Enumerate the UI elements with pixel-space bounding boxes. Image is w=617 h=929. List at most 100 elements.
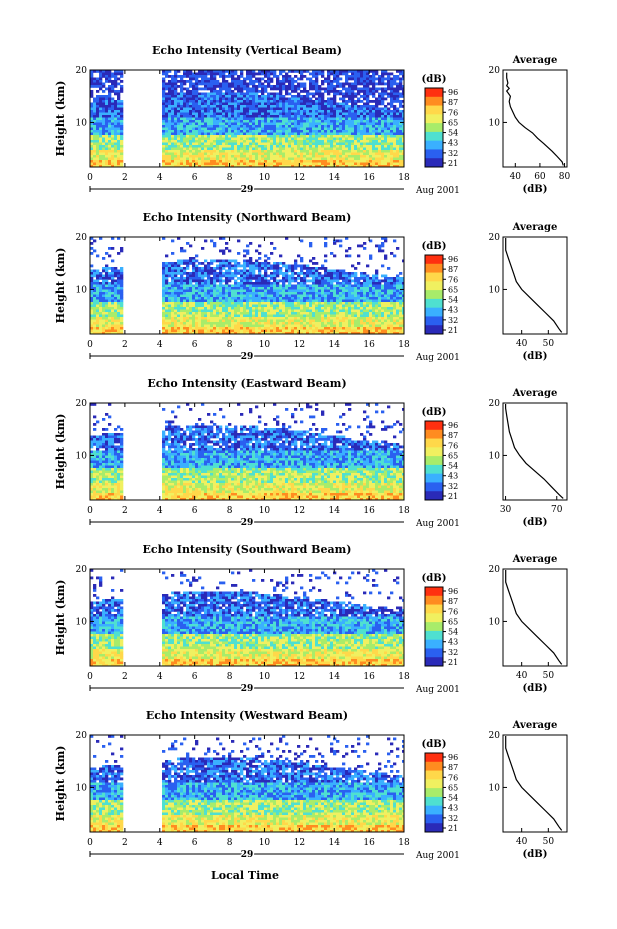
colorbar-tick-label: 54 [448, 129, 458, 138]
echo-heatmap [90, 237, 404, 334]
x-tick-label: 0 [87, 173, 93, 183]
profile-y-tick-label: 20 [489, 233, 501, 243]
colorbar-swatch [425, 114, 443, 124]
profile-x-label: (dB) [523, 517, 548, 528]
plot-frame [89, 568, 405, 667]
plot-frame [89, 734, 405, 833]
x-tick-label: 6 [192, 340, 198, 350]
y-axis-label: Height (km) [54, 414, 67, 490]
panel-title: Echo Intensity (Vertical Beam) [152, 44, 342, 57]
colorbar-swatch [425, 761, 443, 772]
echo-heatmap [90, 735, 404, 832]
colorbar-swatch [425, 779, 443, 789]
colorbar-swatch [425, 298, 443, 309]
colorbar-tick-label: 76 [448, 108, 458, 117]
profile-title: Average [512, 720, 558, 731]
profile-frame [502, 568, 568, 667]
colorbar-tick-label: 21 [448, 824, 458, 833]
beam-panel-3: Echo Intensity (Southward Beam) 0 2 4 6 8 10 12… [54, 543, 568, 696]
profile-frame [502, 734, 568, 833]
x-tick-label: 10 [259, 340, 271, 350]
x-tick-label: 8 [227, 173, 233, 183]
profile-x-tick-label: 40 [516, 837, 528, 847]
beam-panel-4: Echo Intensity (Westward Beam) 0 2 4 6 8 10 12 1… [54, 709, 568, 862]
colorbar-tick-label: 96 [448, 421, 458, 430]
profile-y-tick-label: 20 [489, 565, 501, 575]
colorbar-tick-label: 87 [448, 265, 458, 274]
x-tick-label: 6 [192, 838, 198, 848]
y-tick-label: 20 [76, 565, 88, 575]
colorbar-swatch [425, 316, 443, 326]
colorbar-swatch [425, 657, 443, 667]
x-tick-label: 0 [87, 506, 93, 516]
x-tick-label: 8 [227, 506, 233, 516]
x-tick-label: 12 [294, 173, 305, 183]
profile-y-tick-label: 10 [489, 783, 501, 793]
colorbar-swatch [425, 491, 443, 501]
colorbar-swatch [425, 595, 443, 606]
x-tick-label: 2 [122, 838, 128, 848]
colorbar-swatch [425, 805, 443, 815]
colorbar-tick-label: 96 [448, 587, 458, 596]
echo-heatmap [90, 403, 404, 500]
colorbar-tick-label: 43 [448, 638, 458, 647]
colorbar-swatch [425, 770, 443, 780]
colorbar-unit: (dB) [422, 407, 447, 418]
colorbar-tick-label: 32 [448, 814, 458, 823]
profile-y-tick-label: 10 [489, 285, 501, 295]
echo-heatmap [90, 70, 404, 167]
colorbar-tick-label: 32 [448, 648, 458, 657]
profile-title: Average [512, 388, 558, 399]
x-tick-label: 10 [259, 672, 271, 682]
panel-title: Echo Intensity (Northward Beam) [143, 211, 352, 224]
colorbar-tick-label: 54 [448, 628, 458, 637]
plot-frame [89, 236, 405, 335]
colorbar-swatch [425, 255, 443, 265]
profile-title: Average [512, 554, 558, 565]
profile-x-tick-label: 50 [543, 837, 555, 847]
y-tick-label: 10 [76, 118, 88, 128]
profile-frame [502, 402, 568, 501]
colorbar-swatch [425, 131, 443, 142]
echo-heatmap [90, 569, 404, 666]
y-tick-label: 10 [76, 451, 88, 461]
x-tick-label: 6 [192, 173, 198, 183]
colorbar-tick-label: 76 [448, 441, 458, 450]
profile-x-tick-label: 40 [516, 339, 528, 349]
x-axis-label: Local Time [211, 869, 279, 882]
panel-title: Echo Intensity (Southward Beam) [143, 543, 352, 556]
x-tick-label: 0 [87, 838, 93, 848]
x-tick-label: 12 [294, 340, 305, 350]
profile-y-tick-label: 20 [489, 731, 501, 741]
beam-panel-1: Echo Intensity (Northward Beam) 0 2 4 6 8 10 12… [54, 211, 568, 364]
panel-title: Echo Intensity (Westward Beam) [146, 709, 348, 722]
x-tick-label: 14 [328, 340, 340, 350]
date-label: 29 [241, 518, 254, 528]
colorbar-swatch [425, 123, 443, 133]
profile-line [505, 72, 564, 166]
x-tick-label: 2 [122, 173, 128, 183]
colorbar-frame [424, 87, 444, 168]
colorbar-swatch [425, 307, 443, 317]
colorbar-tick-label: 87 [448, 597, 458, 606]
date-label: 29 [241, 185, 254, 195]
profile-x-tick-label: 30 [500, 505, 512, 515]
x-tick-label: 18 [398, 838, 410, 848]
colorbar-swatch [425, 140, 443, 150]
profile-x-label: (dB) [523, 351, 548, 362]
x-tick-label: 18 [398, 173, 410, 183]
profile-x-tick-label: 40 [516, 671, 528, 681]
profile-line [505, 570, 563, 665]
y-axis-label: Height (km) [54, 81, 67, 157]
colorbar-tick-label: 43 [448, 804, 458, 813]
month-year-label: Aug 2001 [415, 519, 460, 529]
profile-x-label: (dB) [523, 184, 548, 195]
colorbar-tick-label: 54 [448, 794, 458, 803]
month-year-label: Aug 2001 [415, 186, 460, 196]
profile-x-label: (dB) [523, 683, 548, 694]
profile-line [505, 404, 564, 499]
profile-title: Average [512, 55, 558, 66]
x-tick-label: 14 [328, 838, 340, 848]
x-tick-label: 16 [363, 506, 375, 516]
profile-x-tick-label: 40 [510, 172, 522, 182]
